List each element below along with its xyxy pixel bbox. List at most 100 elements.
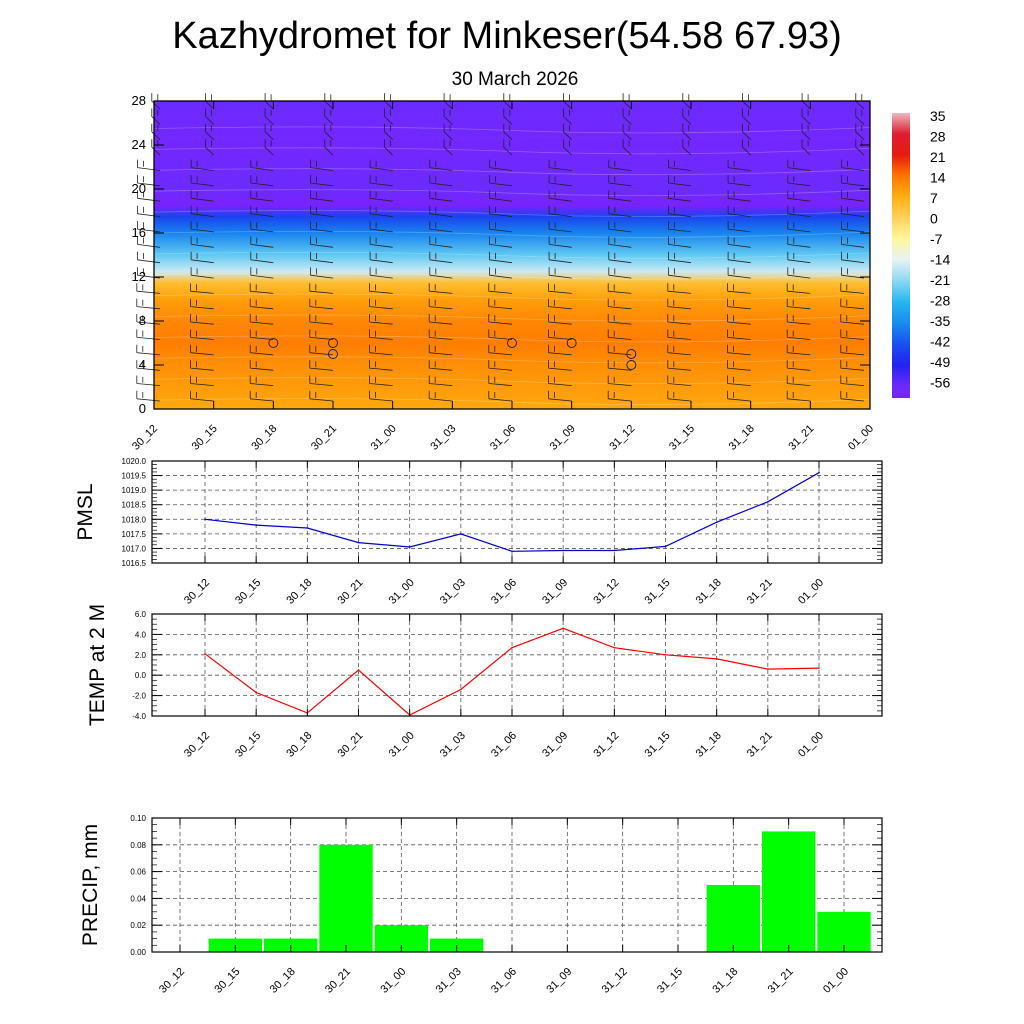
y-axis-label: PMSL — [74, 483, 97, 540]
heatmap-contour — [153, 251, 871, 259]
wind-barb — [488, 283, 513, 294]
x-tick-label: 31_12 — [600, 966, 630, 996]
wind-barb — [682, 139, 692, 156]
wind-barb — [137, 236, 161, 248]
wind-barb — [488, 344, 513, 356]
wind-barb — [548, 329, 572, 340]
panel-frame — [151, 460, 883, 564]
y-tick-label: 0.08 — [130, 841, 146, 850]
wind-barb — [369, 314, 393, 325]
x-tick-label: 30_12 — [182, 730, 212, 760]
x-tick-label: 30_18 — [284, 730, 314, 760]
x-tick-label: 31_21 — [786, 423, 816, 453]
precip-bar — [319, 844, 373, 952]
colorbar-label: 0 — [930, 211, 938, 227]
wind-barb — [668, 190, 692, 202]
wind-barb — [205, 93, 214, 110]
y-tick-label: -4.0 — [132, 712, 146, 721]
series-point — [408, 546, 411, 548]
series-point — [767, 501, 769, 503]
wind-barb — [727, 298, 751, 310]
x-tick-label: 31_06 — [489, 730, 519, 760]
wind-barb — [136, 390, 161, 402]
series-point — [818, 667, 820, 669]
x-tick-label: 30_21 — [336, 730, 366, 760]
wind-barb — [369, 251, 393, 264]
heatmap-contour — [153, 377, 871, 385]
wind-barb — [205, 123, 214, 140]
wind-barb — [428, 344, 453, 356]
y-tick-label: 1019.0 — [122, 486, 147, 495]
wind-barb — [667, 360, 692, 371]
wind-barb — [727, 329, 751, 340]
wind-barb — [249, 375, 274, 386]
x-tick-label: 30_15 — [233, 577, 263, 607]
wind-barb — [786, 283, 811, 294]
y-tick-label: 0.06 — [130, 868, 146, 877]
wind-barb — [682, 123, 692, 140]
wind-barb — [443, 93, 453, 110]
wind-barb — [249, 390, 274, 402]
colorbar-label: -42 — [930, 334, 950, 350]
wind-barb — [190, 251, 214, 264]
wind-barb — [369, 205, 393, 217]
wind-barb — [841, 205, 865, 217]
x-tick-label: 31_12 — [591, 577, 621, 607]
wind-barb — [429, 267, 453, 279]
y-tick-label: 0.00 — [130, 948, 146, 957]
x-tick-label: 31_03 — [428, 423, 458, 453]
y-tick-label: 1018.0 — [122, 515, 147, 524]
wind-barb — [548, 267, 572, 279]
y-tick-label: 0.02 — [130, 921, 146, 930]
wind-barb — [384, 93, 393, 110]
wind-barb — [607, 329, 632, 340]
wind-barb — [668, 175, 692, 187]
wind-barb — [667, 298, 692, 310]
series-point — [664, 545, 667, 548]
wind-barb — [137, 251, 161, 264]
wind-barb — [369, 344, 393, 356]
heatmap-contour — [153, 314, 871, 322]
y-tick-label: 4 — [139, 357, 146, 372]
wind-barb — [801, 93, 811, 110]
wind-barb — [840, 360, 865, 371]
wind-barb — [384, 139, 393, 156]
x-tick-label: 31_21 — [766, 966, 796, 996]
x-tick-label: 01_00 — [796, 730, 826, 760]
wind-barb — [503, 93, 513, 110]
wind-barb — [250, 251, 274, 264]
wind-barb — [250, 175, 274, 187]
wind-barb — [727, 344, 751, 356]
wind-barb — [249, 329, 274, 340]
wind-barb — [667, 344, 692, 356]
wind-barb — [607, 298, 632, 310]
y-tick-label: 1017.5 — [122, 530, 147, 539]
wind-barb — [489, 159, 513, 171]
wind-barb — [205, 139, 214, 156]
series-point — [460, 688, 462, 691]
x-tick-label: 30_21 — [323, 966, 353, 996]
x-tick-label: 31_09 — [540, 577, 570, 607]
wind-barb — [137, 175, 161, 187]
wind-barb — [137, 190, 161, 202]
y-tick-label: 0.04 — [130, 894, 146, 903]
wind-barb — [787, 205, 811, 217]
wind-barb — [249, 344, 274, 356]
wind-barb — [309, 314, 334, 325]
wind-barb — [384, 108, 393, 125]
wind-barb — [310, 190, 334, 202]
y-tick-label: 12 — [132, 269, 146, 284]
wind-barb — [548, 205, 572, 217]
wind-barb — [190, 298, 214, 310]
wind-barb — [840, 344, 865, 356]
series-point — [613, 646, 616, 649]
wind-barb — [264, 123, 274, 140]
wind-barb — [801, 123, 811, 140]
series-point — [562, 627, 564, 630]
colorbar: 35 28 21 14 7 0 -7 -14 -21 -28 -35 -42 -49 -56 — [892, 108, 950, 398]
wind-barb — [787, 221, 811, 233]
x-tick-label: 31_06 — [488, 423, 518, 453]
wind-barb — [840, 314, 865, 325]
wind-barb — [428, 298, 453, 310]
wind-barb — [151, 93, 161, 110]
